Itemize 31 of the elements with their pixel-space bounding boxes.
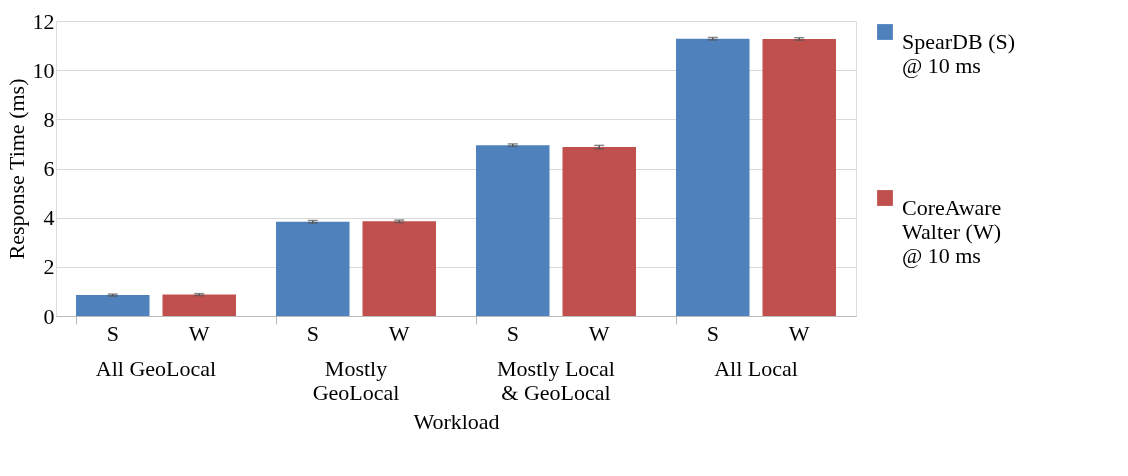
text: S [306,321,319,346]
y-tick-label: 2 [43,254,55,280]
text: S [106,321,119,346]
text: W [188,321,210,346]
y-tick-label: 4 [43,205,55,231]
y-tick-label: 12 [32,8,55,34]
bar [676,38,750,316]
x-tick-label: All GeoLocal [95,355,217,381]
legend-label: CoreAware Walter (W) @ 10 ms [902,195,1002,268]
legend-label: SpearDB (S) @ 10 ms [902,29,1016,78]
bar [276,221,350,316]
y-tick-label: 6 [43,156,55,181]
bar [562,147,636,316]
text: W [588,321,610,346]
x-tick-label: All Local [714,355,798,381]
bar [76,295,150,316]
text: S [506,321,519,346]
x-axis-title: Workload [413,408,500,434]
bar [162,294,236,316]
y-axis-title: Response Time (ms) [3,78,29,260]
text: S [706,321,719,346]
x-tick-label: Mostly GeoLocal [312,355,400,405]
x-tick-label: Mostly Local & GeoLocal [497,355,615,405]
y-tick-label: 0 [43,303,55,329]
y-tick-label: 8 [43,106,55,132]
text: W [388,321,410,346]
bar [362,221,436,316]
bar [476,145,550,316]
bar [762,38,836,316]
y-tick-label: 10 [32,57,55,83]
text: W [788,321,810,346]
